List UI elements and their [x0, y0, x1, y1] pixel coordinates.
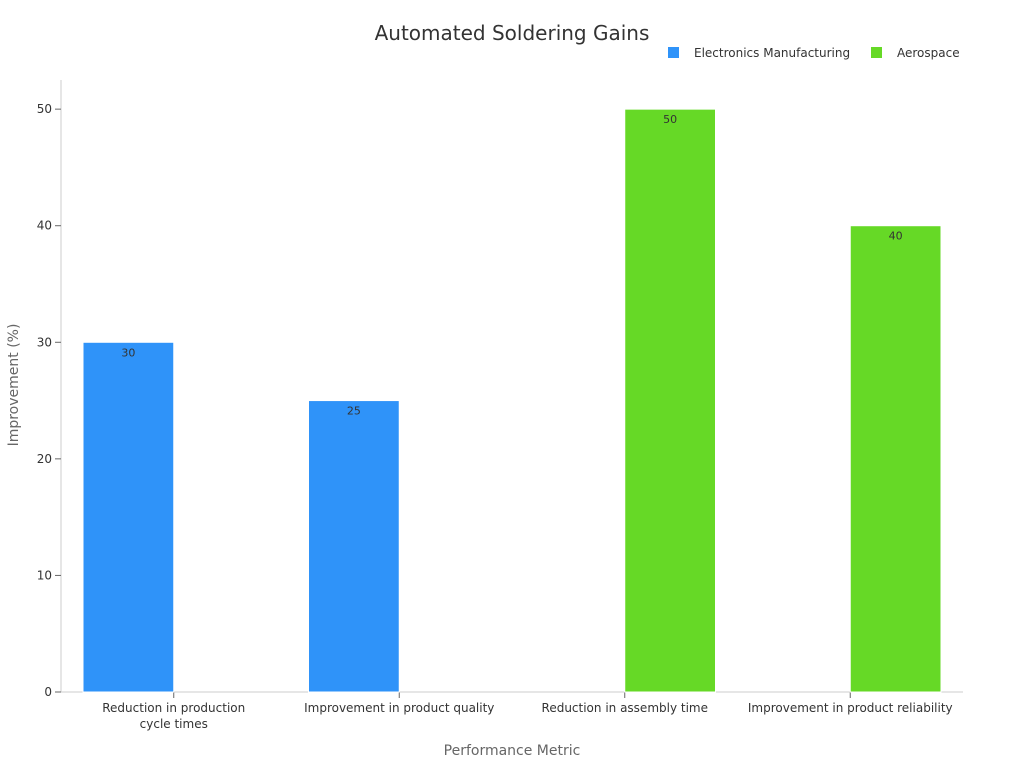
- bars: [82, 108, 942, 693]
- y-tick-label: 20: [37, 452, 52, 466]
- legend-item: Electronics Manufacturing: [668, 46, 850, 60]
- x-tick-label: Improvement in product reliability: [748, 701, 953, 715]
- x-axis-title: Performance Metric: [444, 743, 581, 759]
- y-tick-label: 50: [37, 102, 52, 116]
- data-label: 40: [889, 230, 903, 243]
- chart-title: Automated Soldering Gains: [375, 21, 650, 45]
- data-label: 25: [347, 405, 361, 418]
- bar: [308, 400, 400, 693]
- y-axis: 0 10 20 30 40 50: [37, 80, 62, 699]
- x-axis: Reduction in production cycle times Improv…: [61, 691, 963, 731]
- legend-label: Aerospace: [897, 46, 960, 60]
- bar: [82, 341, 175, 693]
- data-labels: 30 25 50 40: [121, 113, 902, 417]
- y-tick-label: 40: [37, 219, 52, 233]
- x-tick-label: Reduction in production cycle times: [102, 701, 245, 731]
- x-tick-label: Improvement in product quality: [304, 701, 494, 715]
- legend-label: Electronics Manufacturing: [694, 46, 850, 60]
- bar: [849, 225, 942, 693]
- legend: Electronics Manufacturing Aerospace: [668, 46, 960, 60]
- y-tick-label: 10: [37, 568, 52, 582]
- legend-item: Aerospace: [871, 46, 960, 60]
- x-tick-label: Reduction in assembly time: [542, 701, 708, 715]
- legend-swatch: [668, 47, 679, 58]
- y-tick-label: 30: [37, 335, 52, 349]
- y-tick-label: 0: [44, 685, 52, 699]
- data-label: 30: [121, 346, 135, 359]
- legend-swatch: [871, 47, 882, 58]
- y-axis-title: Improvement (%): [6, 324, 22, 447]
- bar: [624, 108, 716, 693]
- data-label: 50: [663, 113, 677, 126]
